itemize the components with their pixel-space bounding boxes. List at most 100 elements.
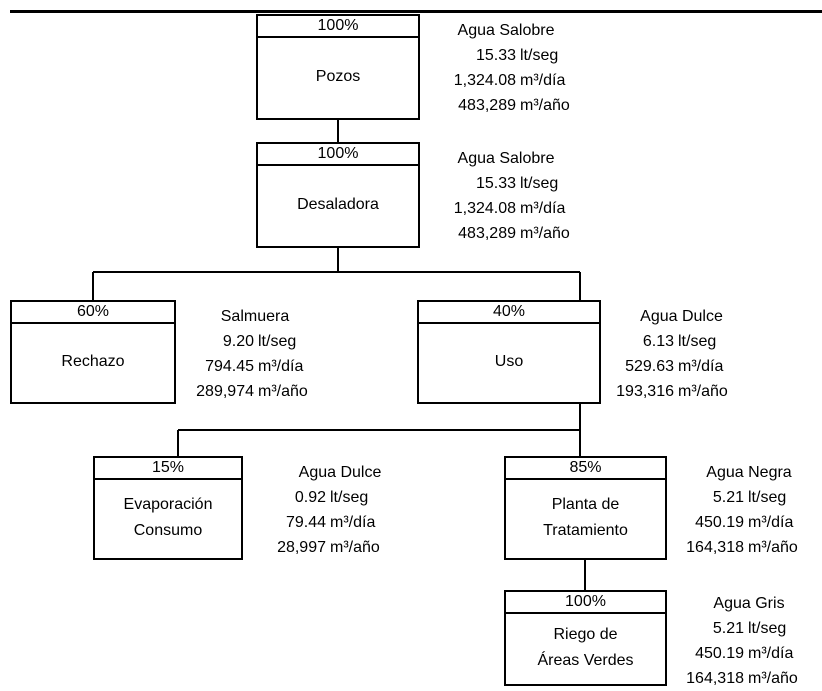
- node-riego: 100% Riego de Áreas Verdes: [504, 590, 667, 686]
- annual-unit: m³/año: [748, 670, 798, 687]
- daily-unit: m³/día: [678, 358, 724, 375]
- annual-value: 483,289: [458, 225, 516, 242]
- flow-unit: lt/seg: [748, 489, 787, 506]
- node-evaporacion: 15% Evaporación Consumo: [93, 456, 243, 560]
- annual-value: 164,318: [686, 670, 744, 687]
- daily-volume-row: 1,324.08 m³/día: [436, 68, 576, 93]
- top-rule: [10, 10, 822, 13]
- node-evaporacion-percent: 15%: [95, 458, 241, 480]
- node-desaladora: 100% Desaladora: [256, 142, 420, 248]
- water-type: Agua Dulce: [298, 464, 382, 481]
- annual-unit: m³/año: [258, 383, 308, 400]
- node-planta-info: Agua Negra 5.21 lt/seg 450.19 m³/día 164,3…: [680, 460, 818, 560]
- node-pozos-label-line: Pozos: [315, 68, 361, 85]
- annual-unit: m³/año: [748, 539, 798, 556]
- annual-volume-row: 483,289 m³/año: [436, 93, 576, 118]
- node-pozos-info: Agua Salobre 15.33 lt/seg 1,324.08 m³/día …: [436, 18, 576, 118]
- annual-volume-row: 483,289 m³/año: [436, 221, 576, 246]
- water-type: Agua Salobre: [457, 150, 555, 167]
- node-riego-label-line: Riego de: [553, 626, 618, 643]
- daily-value: 450.19: [695, 514, 744, 531]
- flow-unit: lt/seg: [748, 620, 787, 637]
- flow-value: 15.33: [475, 47, 516, 64]
- node-riego-label: Riego de Áreas Verdes: [506, 612, 665, 684]
- daily-value: 794.45: [205, 358, 254, 375]
- node-uso-label: Uso: [419, 322, 599, 402]
- water-type: Agua Gris: [713, 595, 785, 612]
- node-desaladora-percent: 100%: [258, 144, 418, 166]
- node-uso: 40% Uso: [417, 300, 601, 404]
- water-type: Agua Negra: [706, 464, 792, 481]
- node-riego-percent: 100%: [506, 592, 665, 614]
- daily-unit: m³/día: [330, 514, 376, 531]
- water-type: Salmuera: [220, 308, 290, 325]
- node-desaladora-info: Agua Salobre 15.33 lt/seg 1,324.08 m³/día …: [436, 146, 576, 246]
- node-pozos-label: Pozos: [258, 36, 418, 118]
- flow-rate-row: 5.21 lt/seg: [680, 485, 818, 510]
- node-pozos-percent: 100%: [258, 16, 418, 38]
- daily-value: 1,324.08: [453, 200, 516, 217]
- node-planta-label-line: Planta de: [551, 496, 620, 513]
- water-type: Agua Salobre: [457, 22, 555, 39]
- daily-volume-row: 1,324.08 m³/día: [436, 196, 576, 221]
- daily-value: 1,324.08: [453, 72, 516, 89]
- node-pozos: 100% Pozos: [256, 14, 420, 120]
- flow-value: 5.21: [712, 620, 744, 637]
- daily-unit: m³/día: [258, 358, 304, 375]
- flow-rate-row: 0.92 lt/seg: [270, 485, 410, 510]
- annual-volume-row: 28,997 m³/año: [270, 535, 410, 560]
- annual-volume-row: 164,318 m³/año: [680, 535, 818, 560]
- node-planta-percent: 85%: [506, 458, 665, 480]
- node-evaporacion-label-line: Consumo: [133, 522, 203, 539]
- flow-rate-row: 6.13 lt/seg: [614, 329, 749, 354]
- annual-value: 28,997: [277, 539, 326, 556]
- node-riego-info: Agua Gris 5.21 lt/seg 450.19 m³/día 164,31…: [680, 591, 818, 691]
- flow-rate-row: 15.33 lt/seg: [436, 43, 576, 68]
- node-rechazo-info: Salmuera 9.20 lt/seg 794.45 m³/día 289,974…: [190, 304, 320, 404]
- annual-unit: m³/año: [520, 97, 570, 114]
- node-rechazo-label: Rechazo: [12, 322, 174, 402]
- flow-unit: lt/seg: [330, 489, 369, 506]
- daily-volume-row: 529.63 m³/día: [614, 354, 749, 379]
- node-uso-label-line: Uso: [494, 353, 524, 370]
- annual-value: 164,318: [686, 539, 744, 556]
- flow-value: 15.33: [475, 175, 516, 192]
- daily-unit: m³/día: [748, 645, 794, 662]
- node-desaladora-label: Desaladora: [258, 164, 418, 246]
- node-planta-label: Planta de Tratamiento: [506, 478, 665, 558]
- flow-rate-row: 5.21 lt/seg: [680, 616, 818, 641]
- flow-unit: lt/seg: [520, 175, 559, 192]
- annual-volume-row: 164,318 m³/año: [680, 666, 818, 691]
- node-evaporacion-label-line: Evaporación: [123, 496, 213, 513]
- node-uso-info: Agua Dulce 6.13 lt/seg 529.63 m³/día 193,3…: [614, 304, 749, 404]
- daily-unit: m³/día: [520, 200, 566, 217]
- flow-value: 5.21: [712, 489, 744, 506]
- flow-unit: lt/seg: [520, 47, 559, 64]
- node-planta: 85% Planta de Tratamiento: [504, 456, 667, 560]
- annual-unit: m³/año: [520, 225, 570, 242]
- node-riego-label-line: Áreas Verdes: [537, 652, 634, 669]
- water-type: Agua Dulce: [640, 308, 723, 325]
- annual-value: 193,316: [616, 383, 674, 400]
- node-planta-label-line: Tratamiento: [543, 522, 628, 539]
- flow-value: 0.92: [294, 489, 326, 506]
- flow-unit: lt/seg: [678, 333, 717, 350]
- annual-value: 483,289: [458, 97, 516, 114]
- daily-volume-row: 450.19 m³/día: [680, 510, 818, 535]
- node-evaporacion-label: Evaporación Consumo: [95, 478, 241, 558]
- flow-value: 9.20: [222, 333, 254, 350]
- annual-unit: m³/año: [330, 539, 380, 556]
- annual-volume-row: 193,316 m³/año: [614, 379, 749, 404]
- flow-rate-row: 15.33 lt/seg: [436, 171, 576, 196]
- flow-rate-row: 9.20 lt/seg: [190, 329, 320, 354]
- flow-value: 6.13: [642, 333, 674, 350]
- daily-value: 79.44: [285, 514, 326, 531]
- node-uso-percent: 40%: [419, 302, 599, 324]
- daily-volume-row: 450.19 m³/día: [680, 641, 818, 666]
- flow-unit: lt/seg: [258, 333, 297, 350]
- daily-volume-row: 79.44 m³/día: [270, 510, 410, 535]
- node-rechazo: 60% Rechazo: [10, 300, 176, 404]
- node-evaporacion-info: Agua Dulce 0.92 lt/seg 79.44 m³/día 28,997…: [270, 460, 410, 560]
- annual-unit: m³/año: [678, 383, 728, 400]
